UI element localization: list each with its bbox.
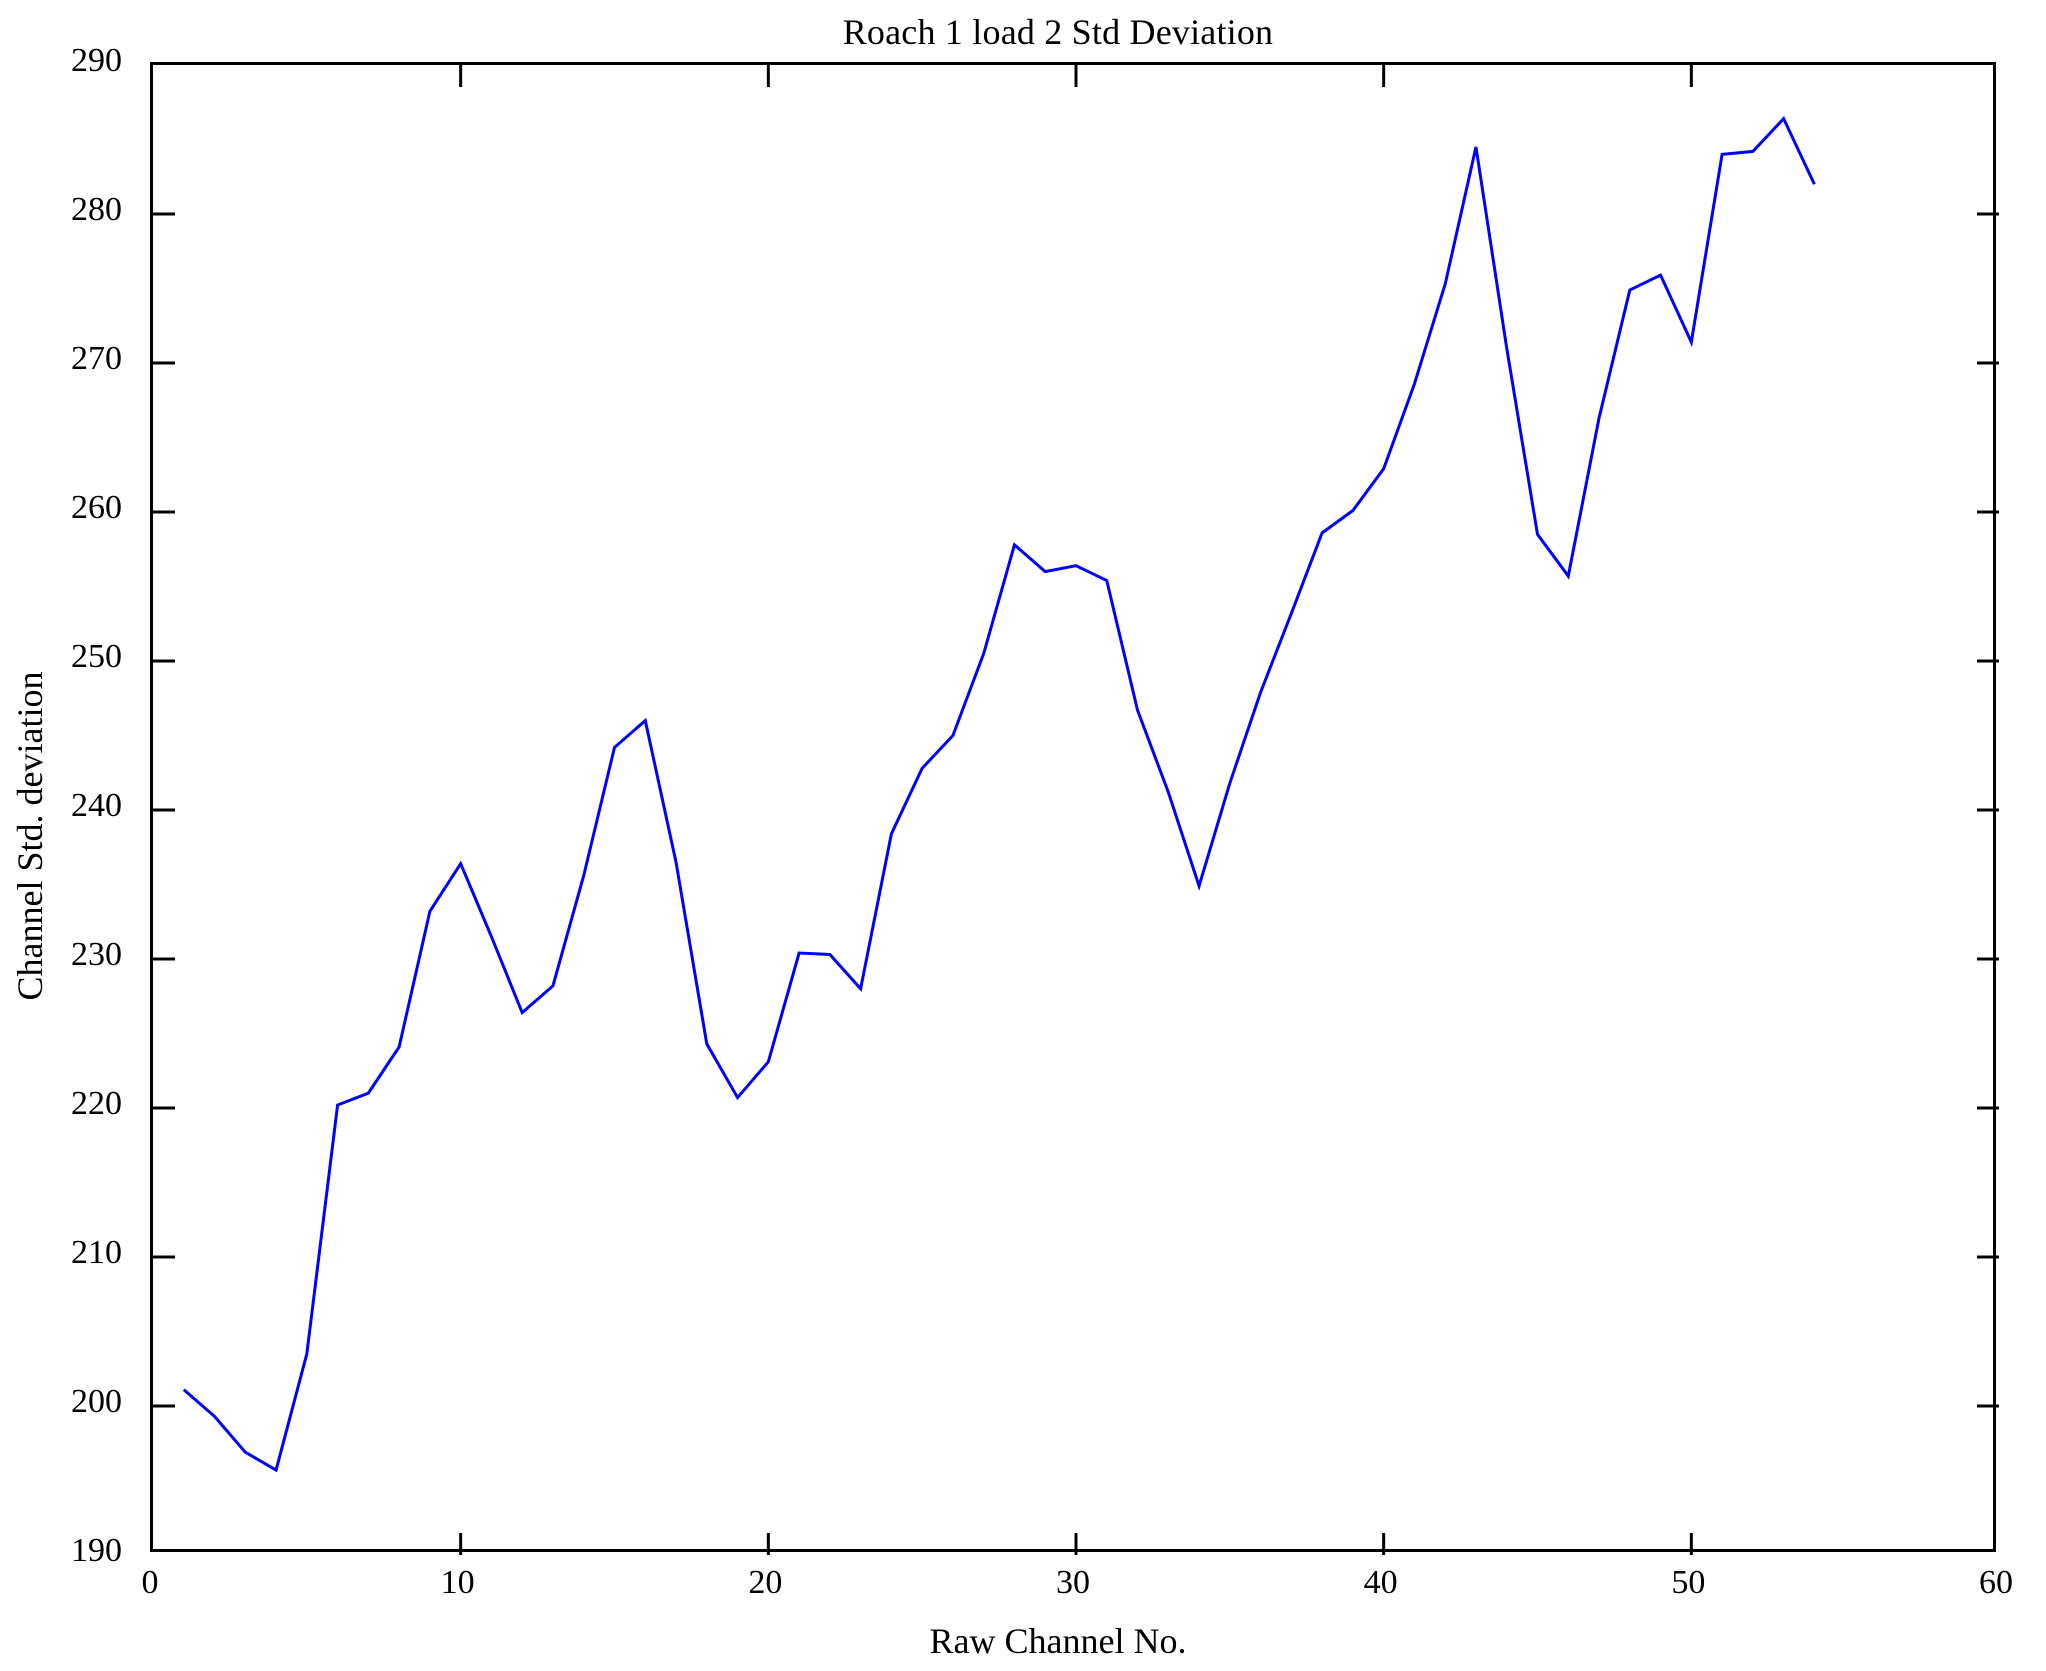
x-tick-label: 20 bbox=[748, 1564, 783, 1601]
x-tick-label: 30 bbox=[1056, 1564, 1090, 1601]
x-tick-label: 10 bbox=[440, 1564, 475, 1601]
x-tick-label: 40 bbox=[1363, 1564, 1398, 1601]
x-tick-label: 0 bbox=[141, 1564, 159, 1601]
x-tick-marks bbox=[459, 65, 1693, 1555]
x-axis-label: Raw Channel No. bbox=[929, 1621, 1187, 1661]
y-axis-tick-labels: 190 200 210 220 230 240 250 260 270 280 290 bbox=[0, 0, 136, 1671]
y-tick-label: 210 bbox=[71, 1234, 122, 1271]
y-tick-label: 270 bbox=[71, 340, 122, 377]
y-tick-label: 230 bbox=[71, 936, 122, 973]
y-tick-label: 200 bbox=[71, 1383, 122, 1420]
x-axis-tick-labels: 0 10 20 30 40 50 60 bbox=[0, 1566, 2046, 1626]
y-tick-label: 250 bbox=[71, 638, 122, 675]
y-tick-label: 240 bbox=[71, 787, 122, 824]
y-tick-label: 260 bbox=[71, 489, 122, 526]
plot-area bbox=[150, 62, 1999, 1555]
x-tick-label: 50 bbox=[1671, 1564, 1706, 1601]
page-title: Roach 1 load 2 Std Deviation bbox=[842, 12, 1274, 52]
x-tick-label: 60 bbox=[1979, 1564, 2013, 1601]
y-tick-marks bbox=[153, 212, 1999, 1408]
data-series-line bbox=[182, 116, 1816, 1473]
y-tick-label: 280 bbox=[71, 191, 122, 228]
y-tick-label: 190 bbox=[71, 1532, 122, 1569]
y-tick-label: 290 bbox=[71, 42, 122, 79]
plot-svg bbox=[153, 65, 1999, 1555]
y-tick-label: 220 bbox=[71, 1085, 122, 1122]
